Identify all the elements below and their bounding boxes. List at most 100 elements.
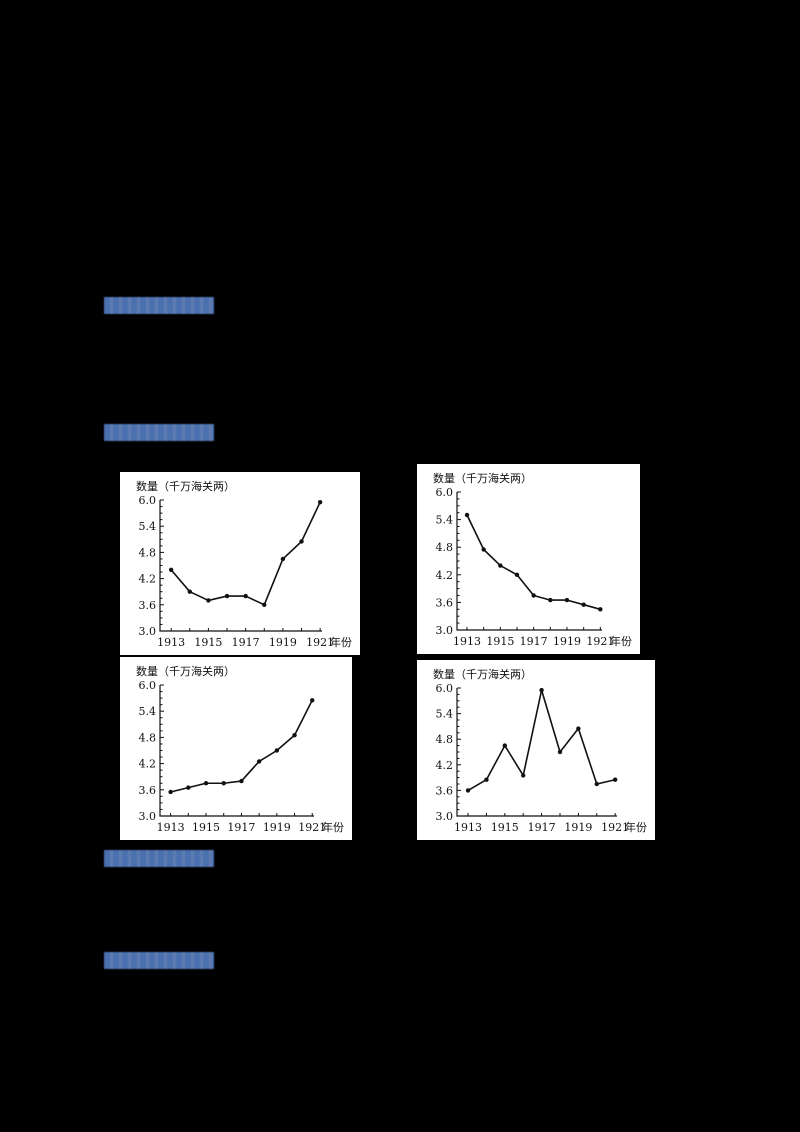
data-point — [564, 597, 570, 603]
data-point — [531, 593, 536, 598]
option-label-3 — [104, 850, 214, 867]
line-chart: 数量（千万海关两） 3.0 3.6 4.2 4.8 5.4 6.0 1913 1915 1917 1… — [136, 664, 344, 834]
y-tick-label: 5.4 — [436, 708, 454, 721]
data-point — [557, 749, 563, 755]
y-axis-title: 数量（千万海关两） — [433, 667, 532, 681]
data-point — [186, 785, 191, 790]
data-point — [464, 512, 470, 518]
data-point — [243, 593, 248, 599]
y-tick-label: 3.6 — [139, 599, 157, 612]
data-point — [206, 598, 211, 603]
y-tick-label: 3.6 — [436, 596, 454, 609]
x-tick-label: 1919 — [553, 635, 581, 648]
axes — [456, 688, 617, 817]
y-tick-label: 3.0 — [436, 624, 454, 637]
option-label-1 — [104, 297, 214, 314]
data-point — [514, 572, 520, 577]
x-tick-label: 1915 — [194, 636, 222, 649]
data-point — [262, 602, 267, 607]
x-tick-label: 1917 — [520, 635, 548, 648]
data-point — [224, 593, 230, 599]
y-tick-label: 3.0 — [139, 625, 157, 638]
axes — [456, 492, 602, 631]
y-axis-title: 数量（千万海关两） — [433, 471, 532, 485]
data-point — [465, 788, 471, 793]
x-axis-title: 年份 — [625, 820, 647, 834]
x-tick-label: 1913 — [454, 821, 482, 834]
data-point — [256, 759, 262, 764]
y-tick-label: 3.0 — [436, 810, 454, 823]
data-point — [598, 607, 603, 612]
data-point — [581, 602, 586, 607]
data-point — [481, 547, 486, 552]
chart-panel-bottom-left: 数量（千万海关两） 3.0 3.6 4.2 4.8 5.4 6.0 1913 1915 1917 1… — [120, 657, 352, 840]
x-tick-label: 1915 — [192, 821, 220, 834]
y-tick-label: 6.0 — [436, 486, 454, 499]
data-point — [299, 539, 304, 544]
data-line — [467, 689, 616, 792]
y-tick-label: 4.2 — [436, 569, 454, 582]
data-point — [498, 563, 503, 568]
data-point — [539, 687, 544, 693]
chart-panel-top-left: 数量（千万海关两） 3.0 3.6 4.2 4.8 5.4 6.0 1913 1915 1917 1… — [120, 472, 360, 655]
y-axis-title: 数量（千万海关两） — [136, 664, 235, 678]
x-tick-label: 1921 — [601, 821, 629, 834]
data-point — [548, 597, 553, 603]
x-tick-label: 1913 — [453, 635, 481, 648]
x-tick-label: 1921 — [586, 635, 614, 648]
y-tick-label: 6.0 — [139, 679, 157, 692]
y-tick-label: 5.4 — [139, 520, 157, 533]
x-tick-label: 1919 — [263, 821, 291, 834]
y-tick-label: 4.8 — [139, 546, 157, 559]
data-point — [221, 781, 226, 786]
data-point — [594, 781, 599, 787]
y-axis-title: 数量（千万海关两） — [136, 479, 235, 493]
data-point — [239, 778, 244, 784]
y-tick-label: 5.4 — [139, 705, 157, 718]
data-point — [521, 773, 526, 778]
x-tick-label: 1921 — [306, 636, 334, 649]
option-label-2 — [104, 424, 214, 441]
y-tick-label: 6.0 — [436, 682, 454, 695]
x-tick-label: 1913 — [157, 821, 185, 834]
y-tick-label: 4.2 — [139, 758, 157, 771]
y-tick-label: 6.0 — [139, 494, 157, 507]
line-chart: 数量（千万海关两） 3.0 3.6 4.2 4.8 5.4 6.0 1913 1915 1917 1… — [136, 479, 352, 649]
y-tick-label: 3.0 — [139, 810, 157, 823]
chart-panel-top-right: 数量（千万海关两） 3.0 3.6 4.2 4.8 5.4 6.0 1913 1915 1917 1… — [417, 464, 640, 654]
y-tick-label: 5.4 — [436, 514, 454, 527]
x-tick-label: 1915 — [486, 635, 514, 648]
y-tick-label: 3.6 — [436, 784, 454, 797]
option-label-4 — [104, 952, 214, 969]
x-axis-title: 年份 — [610, 634, 632, 648]
chart-panel-bottom-right: 数量（千万海关两） 3.0 3.6 4.2 4.8 5.4 6.0 1913 1915 1917 1… — [417, 660, 655, 840]
x-tick-label: 1921 — [298, 821, 326, 834]
y-tick-label: 3.6 — [139, 784, 157, 797]
x-axis-title: 年份 — [330, 635, 352, 649]
y-tick-label: 4.2 — [139, 573, 157, 586]
data-point — [292, 733, 297, 738]
data-point — [502, 743, 508, 748]
x-tick-label: 1919 — [269, 636, 297, 649]
line-chart: 数量（千万海关两） 3.0 3.6 4.2 4.8 5.4 6.0 1913 1915 1917 1… — [433, 471, 632, 648]
data-point — [576, 726, 581, 731]
x-tick-label: 1917 — [528, 821, 556, 834]
data-point — [310, 698, 315, 703]
x-tick-label: 1917 — [232, 636, 260, 649]
data-point — [203, 781, 209, 786]
data-line — [170, 501, 321, 606]
data-line — [170, 699, 313, 793]
data-point — [187, 589, 192, 594]
data-point — [168, 567, 174, 573]
axes — [159, 685, 314, 817]
data-point — [484, 777, 489, 782]
x-tick-label: 1913 — [157, 636, 185, 649]
data-point — [274, 748, 280, 753]
y-tick-label: 4.8 — [139, 731, 157, 744]
y-tick-label: 4.2 — [436, 759, 454, 772]
y-tick-label: 4.8 — [436, 733, 454, 746]
data-point — [168, 789, 173, 795]
x-tick-label: 1917 — [227, 821, 255, 834]
line-chart: 数量（千万海关两） 3.0 3.6 4.2 4.8 5.4 6.0 1913 1915 1917 1… — [433, 667, 647, 834]
axes — [159, 500, 322, 632]
